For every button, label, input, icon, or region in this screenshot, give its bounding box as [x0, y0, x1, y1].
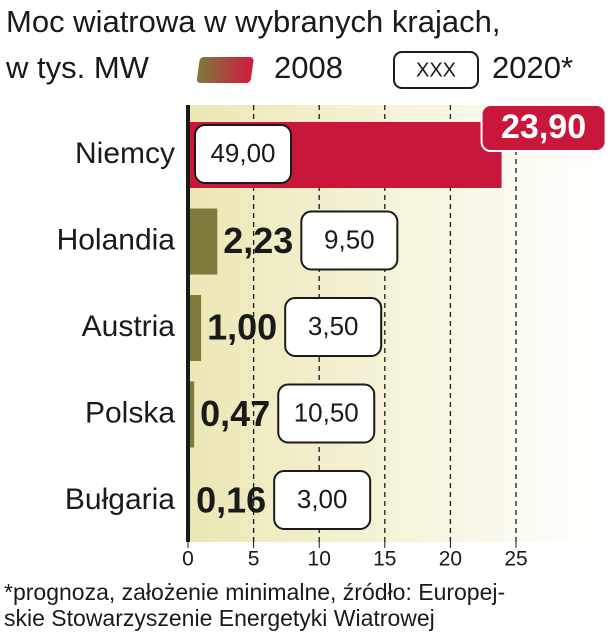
x-tick-label: 20 — [439, 548, 462, 571]
bar — [188, 381, 195, 448]
chart-title: Moc wiatrowa w wybranych krajach, — [6, 4, 500, 39]
forecast-label: 9,50 — [324, 224, 375, 254]
forecast-label: 3,50 — [308, 311, 359, 341]
forecast-box: 3,50 — [284, 297, 383, 357]
forecast-label: 49,00 — [210, 138, 275, 168]
value-label: 23,90 — [501, 108, 586, 146]
value-label: 2,23 — [223, 220, 293, 261]
category-label: Polska — [85, 396, 175, 429]
value-label: 0,47 — [200, 393, 270, 434]
value-label: 0,16 — [196, 480, 266, 521]
x-tick-label: 5 — [248, 548, 260, 571]
chart-subtitle: w tys. MW — [5, 50, 150, 85]
forecast-box-frame — [300, 210, 399, 271]
legend-label: 2008 — [274, 50, 343, 85]
footnote: *prognoza, założenie minimalne, źródło: … — [4, 579, 505, 605]
forecast-box-frame — [273, 470, 372, 530]
category-label: Austria — [82, 310, 176, 343]
x-tick-label: 10 — [308, 548, 331, 571]
bar — [188, 208, 218, 275]
x-tick-label: 25 — [504, 548, 527, 571]
category-label: Niemcy — [75, 137, 175, 170]
forecast-label: 10,50 — [294, 397, 359, 427]
legend-swatch — [196, 57, 254, 83]
legend-box — [393, 51, 479, 89]
forecast-box-frame — [277, 383, 376, 444]
forecast-box-frame — [194, 124, 292, 184]
category-label: Bułgaria — [65, 483, 175, 516]
x-tick-label: 15 — [373, 548, 396, 571]
legend-box-sample: XXX — [416, 59, 456, 81]
footnote: skie Stowarzyszenie Energetyki Wiatrowej — [4, 605, 435, 631]
value-label-box: 23,90 — [480, 104, 607, 152]
value-label: 1,00 — [207, 307, 277, 348]
legend-label: 2020* — [492, 50, 573, 85]
forecast-box: 3,00 — [273, 470, 372, 530]
forecast-box-frame — [284, 297, 383, 357]
value-label-bg — [480, 104, 607, 152]
forecast-box: 49,00 — [194, 124, 292, 184]
x-tick-label: 0 — [182, 548, 194, 571]
forecast-box: 10,50 — [277, 383, 376, 444]
category-label: Holandia — [57, 223, 176, 256]
bar — [188, 295, 202, 361]
forecast-box: 9,50 — [300, 210, 399, 271]
forecast-label: 3,00 — [297, 484, 348, 514]
